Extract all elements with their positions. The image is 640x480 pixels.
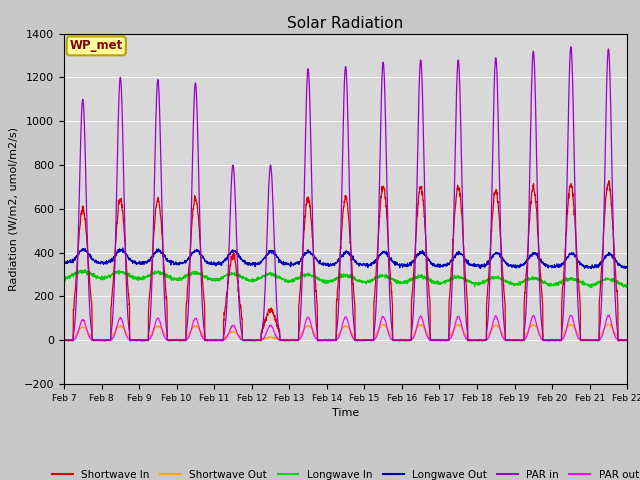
Longwave In (589, 283, 597, 288)
Longwave Out (374, 255, 382, 261)
Line: PAR out: PAR out (64, 315, 627, 340)
PAR in (623, 337, 631, 343)
Line: PAR in: PAR in (64, 47, 627, 340)
Shortwave In (218, 338, 225, 344)
Shortwave In (605, 178, 612, 183)
Shortwave In (589, 337, 597, 343)
Text: WP_met: WP_met (70, 39, 123, 52)
Title: Solar Radiation: Solar Radiation (287, 16, 404, 31)
Shortwave In (509, 338, 517, 344)
Longwave Out (589, 264, 597, 270)
PAR out (374, 328, 382, 334)
Longwave Out (218, 260, 225, 265)
PAR out (589, 337, 597, 343)
Shortwave Out (509, 337, 517, 343)
PAR in (509, 337, 517, 343)
Longwave In (509, 281, 517, 287)
PAR out (574, 334, 582, 340)
Shortwave In (574, 263, 582, 268)
Shortwave In (623, 338, 631, 344)
Longwave Out (574, 257, 582, 263)
Longwave In (623, 281, 631, 287)
PAR out (61, 337, 68, 343)
Shortwave Out (604, 321, 611, 327)
Shortwave Out (589, 337, 597, 343)
Longwave In (81, 267, 89, 273)
Longwave Out (509, 263, 517, 268)
PAR out (362, 337, 370, 343)
PAR in (217, 337, 225, 343)
PAR out (567, 312, 575, 318)
PAR out (509, 337, 517, 343)
PAR in (589, 337, 597, 343)
PAR out (218, 337, 225, 343)
PAR in (374, 243, 382, 249)
Shortwave In (374, 233, 382, 239)
Longwave Out (588, 266, 595, 272)
Line: Shortwave Out: Shortwave Out (64, 324, 627, 340)
PAR out (623, 337, 631, 343)
Longwave In (362, 281, 370, 287)
Longwave Out (119, 245, 127, 251)
Longwave In (374, 274, 382, 280)
X-axis label: Time: Time (332, 408, 359, 418)
Longwave Out (623, 264, 631, 270)
Line: Longwave Out: Longwave Out (64, 248, 627, 269)
Longwave In (218, 274, 225, 280)
PAR in (567, 44, 575, 49)
Shortwave Out (60, 337, 68, 343)
Y-axis label: Radiation (W/m2, umol/m2/s): Radiation (W/m2, umol/m2/s) (8, 127, 18, 291)
Shortwave Out (623, 337, 631, 343)
Shortwave In (60, 337, 68, 343)
Shortwave Out (362, 337, 370, 343)
Shortwave In (362, 338, 370, 344)
Longwave In (60, 275, 68, 280)
PAR in (574, 295, 582, 300)
Legend: Shortwave In, Shortwave Out, Longwave In, Longwave Out, PAR in, PAR out: Shortwave In, Shortwave Out, Longwave In… (48, 466, 640, 480)
Longwave Out (60, 259, 68, 265)
PAR in (362, 337, 370, 343)
Line: Shortwave In: Shortwave In (64, 180, 627, 341)
Shortwave Out (218, 337, 225, 343)
Shortwave Out (574, 330, 582, 336)
Line: Longwave In: Longwave In (64, 270, 627, 288)
Longwave Out (362, 262, 370, 268)
PAR in (60, 337, 68, 343)
PAR out (60, 337, 68, 343)
Shortwave Out (374, 327, 382, 333)
Shortwave Out (60, 337, 68, 343)
Longwave In (574, 277, 582, 283)
Shortwave In (138, 338, 146, 344)
Longwave In (588, 285, 595, 291)
